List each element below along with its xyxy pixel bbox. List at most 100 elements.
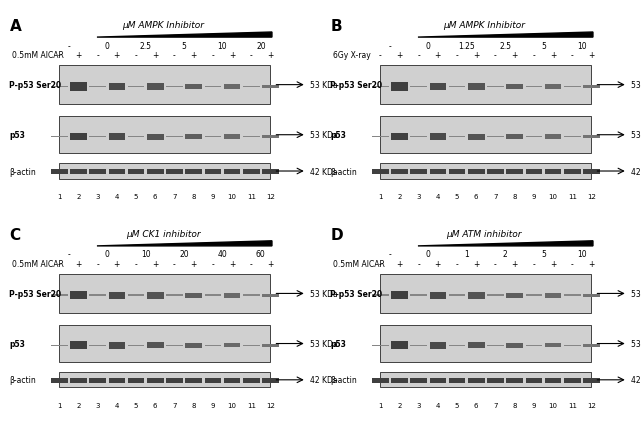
Bar [372,136,388,138]
Text: β-actin: β-actin [331,167,357,176]
Text: 5: 5 [541,250,546,259]
Bar [391,342,408,349]
Bar [545,378,561,383]
Text: 10: 10 [218,42,227,50]
Text: +: + [152,51,159,60]
Bar [128,345,144,346]
Text: 8: 8 [512,402,517,408]
Bar [70,170,87,175]
Text: 3: 3 [417,402,421,408]
Text: 1: 1 [378,194,383,200]
Bar [468,134,485,140]
Bar [449,378,465,383]
Text: +: + [512,51,518,60]
Text: -: - [58,260,60,269]
Text: -: - [532,260,535,269]
Bar [487,170,504,175]
Bar [583,170,600,175]
Bar [243,136,259,138]
Text: 6: 6 [474,402,478,408]
Text: 5: 5 [134,402,138,408]
Text: 6: 6 [153,194,157,200]
Bar [51,170,67,175]
Text: 1.25: 1.25 [458,42,475,50]
Text: -: - [571,260,573,269]
Text: 5: 5 [455,402,459,408]
Text: 9: 9 [532,402,536,408]
Text: μM AMPK Inhibitor: μM AMPK Inhibitor [123,21,204,30]
Text: 2: 2 [397,194,402,200]
Bar [166,86,183,88]
Text: -: - [388,42,391,50]
Text: -: - [571,51,573,60]
Text: -: - [494,51,497,60]
Bar [186,85,202,90]
Text: 53 KDa: 53 KDa [309,289,338,298]
Text: P-p53 Ser20: P-p53 Ser20 [331,81,383,90]
Bar [205,378,221,383]
Text: -: - [135,260,137,269]
Bar [583,378,600,383]
Bar [372,170,388,175]
Bar [147,342,164,349]
Bar [89,295,106,296]
Text: 10: 10 [548,194,557,200]
Text: 42 KDa: 42 KDa [630,375,642,385]
Text: 7: 7 [172,194,177,200]
Text: +: + [473,260,480,269]
Polygon shape [418,241,593,247]
Bar [243,345,259,346]
Text: +: + [152,260,159,269]
Bar [564,136,580,138]
Bar [429,342,446,349]
Text: 2.5: 2.5 [139,42,152,50]
Text: +: + [191,260,197,269]
Bar [391,292,408,300]
Bar [108,134,125,141]
Text: +: + [588,51,594,60]
Text: +: + [550,260,556,269]
Bar [507,135,523,140]
Text: 2: 2 [76,402,81,408]
Text: 3: 3 [417,194,421,200]
Text: 3: 3 [96,402,100,408]
FancyBboxPatch shape [59,164,270,179]
Bar [487,136,504,138]
Text: 8: 8 [512,194,517,200]
Text: 53 KDa: 53 KDa [630,131,642,140]
Text: +: + [75,260,82,269]
Bar [108,84,125,91]
Text: 0.5mM AICAR: 0.5mM AICAR [12,260,64,269]
Text: 4: 4 [115,402,119,408]
Bar [108,378,125,383]
Text: p53: p53 [10,131,25,140]
Bar [487,378,504,383]
Bar [224,378,240,383]
Bar [243,170,259,175]
Text: +: + [75,51,82,60]
Bar [468,293,485,299]
Text: -: - [211,260,214,269]
Text: μM CK1 inhibitor: μM CK1 inhibitor [126,230,201,238]
Text: -: - [250,260,252,269]
Text: 53 KDa: 53 KDa [309,339,338,348]
Bar [507,293,523,298]
Bar [128,136,144,138]
Text: 5: 5 [541,42,546,50]
Bar [128,295,144,296]
Bar [507,170,523,175]
Bar [449,86,465,88]
Text: D: D [331,227,343,243]
FancyBboxPatch shape [59,66,270,105]
Bar [166,345,183,346]
Text: 4: 4 [436,402,440,408]
Bar [410,136,427,138]
Bar [391,378,408,383]
Bar [429,134,446,141]
Text: 0: 0 [426,42,431,50]
Text: 10: 10 [141,250,150,259]
Bar [205,86,221,88]
Text: -: - [211,51,214,60]
Bar [564,345,580,346]
Text: 7: 7 [493,194,498,200]
